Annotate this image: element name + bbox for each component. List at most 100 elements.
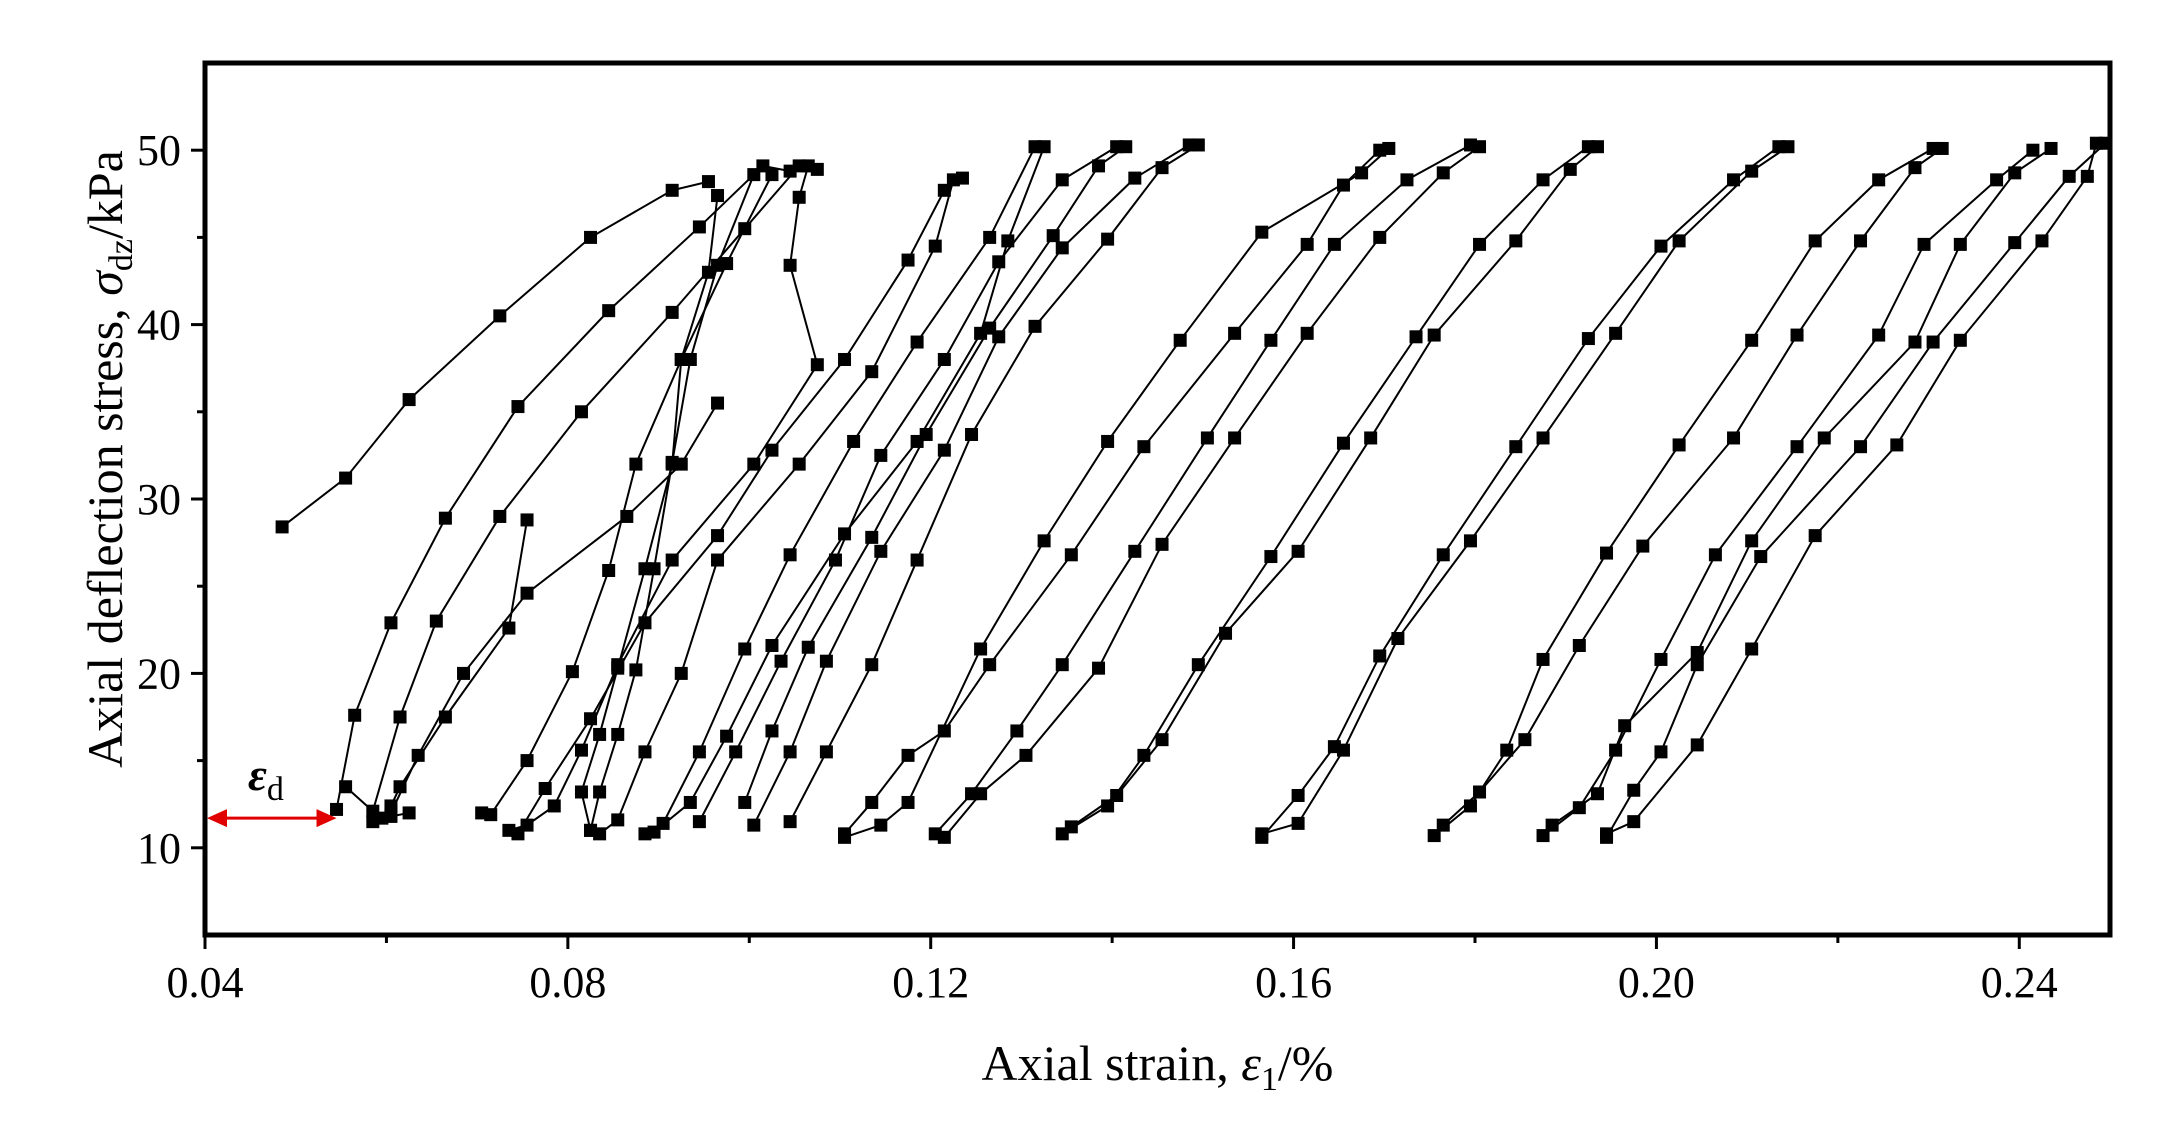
data-point: [330, 802, 344, 816]
data-point: [783, 548, 797, 562]
data-point: [1055, 241, 1069, 255]
data-point: [801, 159, 815, 173]
data-point: [1373, 649, 1387, 663]
series-8: [375, 513, 534, 825]
data-point: [1672, 438, 1686, 452]
data-point: [593, 827, 607, 841]
data-point: [1990, 173, 2004, 187]
data-point: [1808, 529, 1822, 543]
data-point: [1627, 783, 1641, 797]
series-layer: [275, 136, 2112, 844]
series-13: [638, 140, 1042, 841]
data-point: [574, 743, 588, 757]
data-point: [638, 562, 652, 576]
series-26: [1255, 140, 1795, 841]
data-point: [593, 785, 607, 799]
data-point: [1037, 140, 1051, 154]
series-24: [1064, 140, 1604, 834]
data-point: [1926, 335, 1940, 349]
data-point: [937, 352, 951, 366]
x-axis-title: Axial strain, ε1/%: [982, 1035, 1334, 1098]
data-point: [1473, 140, 1487, 154]
data-point: [1037, 534, 1051, 548]
data-point: [674, 352, 688, 366]
data-point: [1600, 827, 1614, 841]
data-point: [729, 745, 743, 759]
data-point: [1500, 743, 1514, 757]
data-point: [1654, 652, 1668, 666]
label-layer: 0.04 0.08 0.12 0.16 0.20 0.241020304050Axial …: [77, 126, 2058, 1098]
data-point: [1745, 333, 1759, 347]
data-point: [1110, 788, 1124, 802]
data-point: [1436, 548, 1450, 562]
data-point: [765, 443, 779, 457]
data-point: [1137, 440, 1151, 454]
data-point: [774, 654, 788, 668]
series-line: [644, 146, 1036, 835]
data-point: [2080, 169, 2094, 183]
data-point: [910, 553, 924, 567]
y-axis-title: Axial deflection stress, σdz/kPa: [77, 150, 140, 768]
data-point: [1872, 173, 1886, 187]
data-point: [983, 230, 997, 244]
series-line: [844, 147, 1390, 839]
data-point: [1101, 232, 1115, 246]
data-point: [937, 830, 951, 844]
data-point: [538, 782, 552, 796]
data-point: [2008, 236, 2022, 250]
data-point: [520, 513, 534, 527]
data-point: [828, 553, 842, 567]
data-point: [1600, 546, 1614, 560]
data-point: [493, 309, 507, 323]
data-point: [1872, 328, 1886, 342]
data-point: [1672, 234, 1686, 248]
y-tick-label: 20: [137, 649, 181, 698]
series-28: [1436, 141, 1949, 832]
data-point: [1055, 173, 1069, 187]
data-point: [584, 712, 598, 726]
data-point: [865, 365, 879, 379]
data-point: [275, 520, 289, 534]
annotation-arrow: [207, 809, 337, 828]
data-point: [520, 754, 534, 768]
data-point: [992, 330, 1006, 344]
data-point: [1155, 161, 1169, 175]
x-tick-label: 0.04: [167, 958, 244, 1007]
data-point: [611, 727, 625, 741]
series-line: [752, 144, 1190, 826]
axes-layer: [191, 60, 2113, 949]
data-point: [1518, 733, 1532, 747]
data-point: [1436, 818, 1450, 832]
series-29: [1536, 143, 2040, 843]
y-tick-label: 40: [137, 301, 181, 350]
data-point: [1191, 138, 1205, 152]
data-point: [584, 230, 598, 244]
series-line: [789, 144, 1199, 823]
data-point: [1373, 230, 1387, 244]
data-point: [1409, 330, 1423, 344]
data-point: [611, 813, 625, 827]
data-point: [701, 265, 715, 279]
data-point: [937, 183, 951, 197]
data-point: [1427, 829, 1441, 843]
arrow-head-right: [316, 809, 337, 828]
data-point: [983, 658, 997, 672]
data-point: [1953, 333, 1967, 347]
data-point: [1101, 799, 1115, 813]
data-point: [974, 642, 988, 656]
data-point: [838, 830, 852, 844]
data-point: [1572, 638, 1586, 652]
data-point: [1745, 164, 1759, 178]
data-point: [1355, 166, 1369, 180]
data-point: [2035, 234, 2049, 248]
data-point: [720, 729, 734, 743]
annotation-label: εd: [248, 749, 284, 808]
data-point: [1854, 440, 1868, 454]
data-point: [1781, 140, 1795, 154]
data-point: [1745, 534, 1759, 548]
data-point: [1473, 785, 1487, 799]
data-point: [402, 806, 416, 820]
data-point: [593, 727, 607, 741]
